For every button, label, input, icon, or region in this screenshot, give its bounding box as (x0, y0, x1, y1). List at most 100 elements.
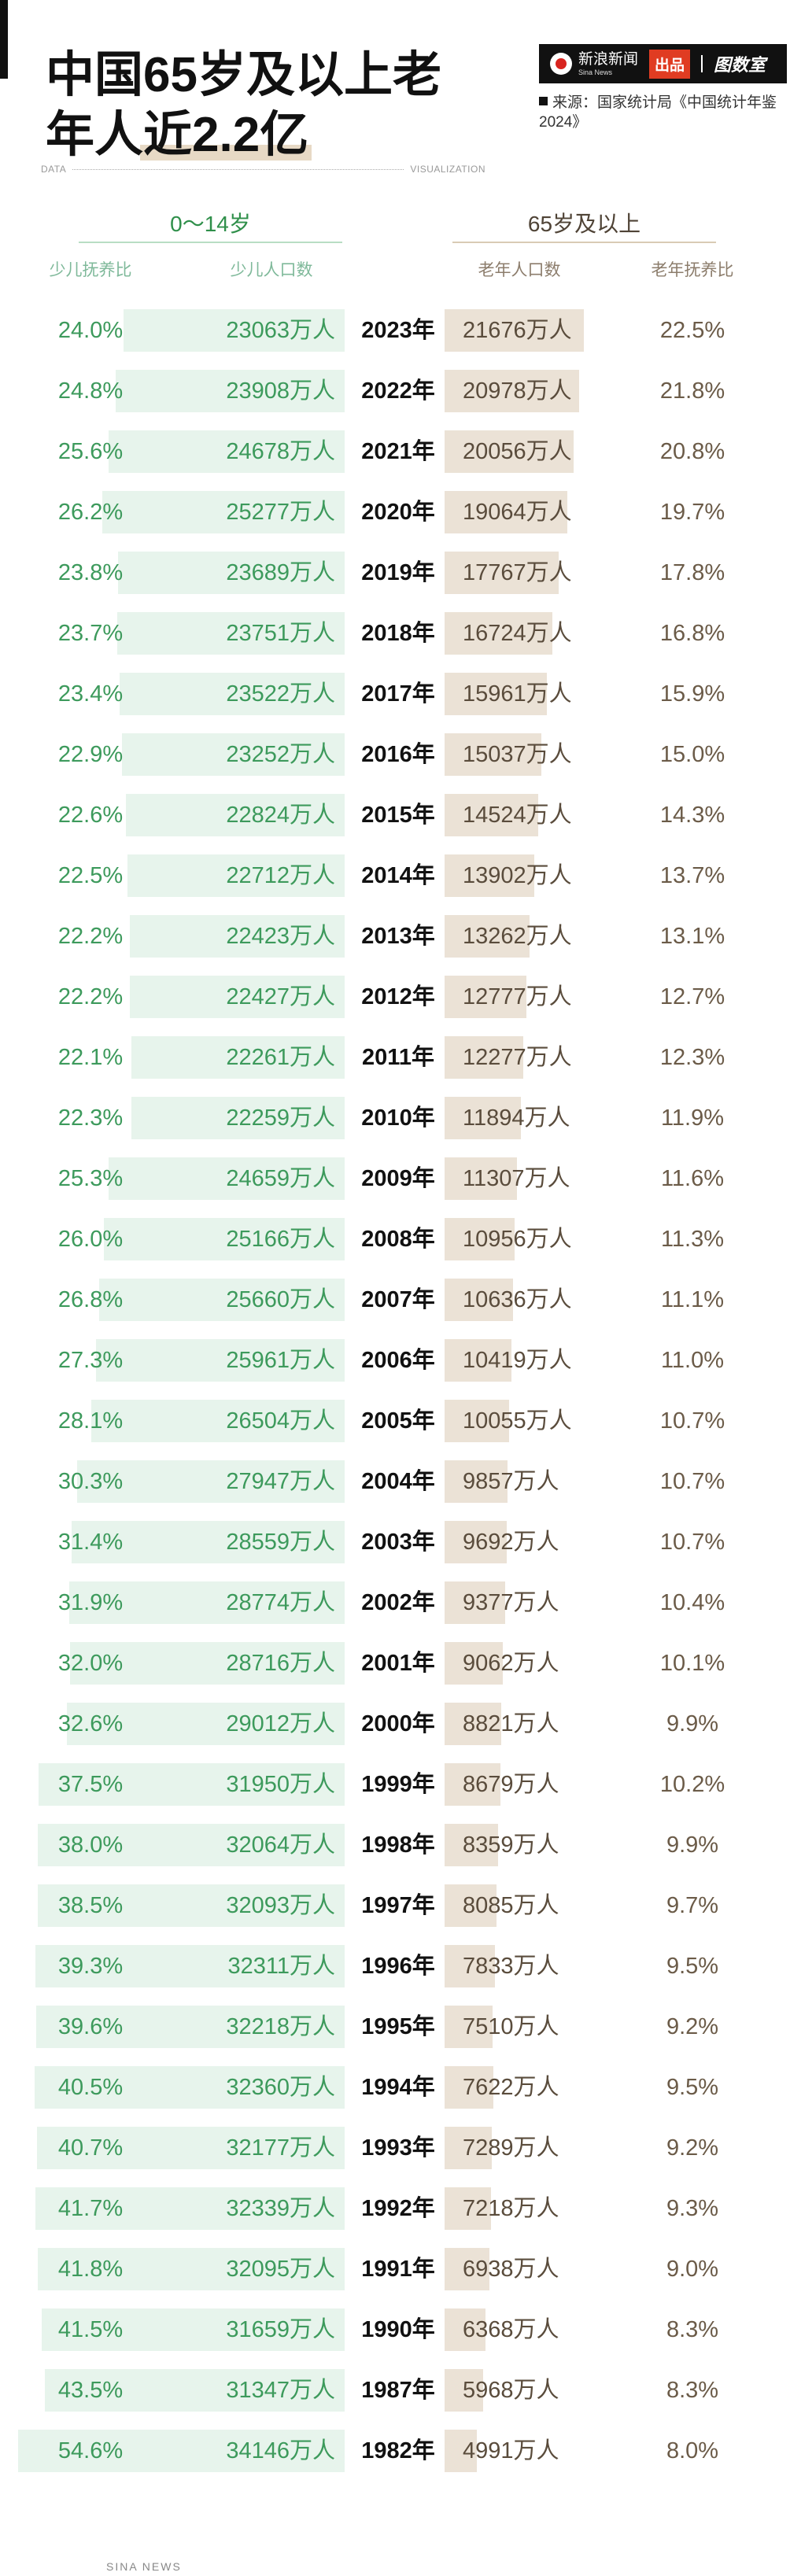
table-row: 23.4% 23522万人 2017年 15961万人 15.9% (0, 669, 790, 719)
old-pop-cell: 12777万人 (463, 984, 572, 1009)
year-cell: 1982年 (361, 2438, 435, 2463)
year-cell: 2019年 (361, 560, 435, 585)
young-pop-cell: 25277万人 (226, 500, 335, 525)
old-pop-bar (445, 1581, 505, 1624)
young-pop-bar (118, 552, 345, 594)
table-row: 25.6% 24678万人 2021年 20056万人 20.8% (0, 426, 790, 477)
young-ratio-cell: 22.1% (57, 1045, 124, 1070)
table-row: 39.3% 32311万人 1996年 7833万人 9.5% (0, 1941, 790, 1991)
young-ratio-cell: 25.6% (57, 439, 124, 464)
old-pop-bar (445, 976, 526, 1018)
old-pop-bar (445, 915, 530, 958)
table-row: 23.8% 23689万人 2019年 17767万人 17.8% (0, 548, 790, 598)
old-ratio-cell: 9.7% (666, 1893, 719, 1918)
old-ratio-cell: 9.9% (666, 1711, 719, 1736)
old-ratio-cell: 10.1% (659, 1651, 725, 1676)
old-pop-bar (445, 1279, 513, 1321)
old-ratio-cell: 9.2% (666, 2014, 719, 2039)
young-pop-bar (109, 430, 345, 473)
young-pop-cell: 34146万人 (226, 2438, 335, 2463)
year-cell: 2023年 (361, 318, 435, 343)
old-ratio-cell: 11.3% (660, 1227, 725, 1252)
young-pop-bar (37, 2127, 345, 2169)
table-row: 37.5% 31950万人 1999年 8679万人 10.2% (0, 1759, 790, 1810)
year-cell: 2016年 (361, 742, 435, 767)
old-pop-cell: 7289万人 (463, 2135, 559, 2161)
old-ratio-cell: 10.7% (659, 1408, 725, 1434)
young-pop-cell: 23908万人 (226, 378, 335, 404)
old-ratio-cell: 8.3% (666, 2317, 719, 2342)
old-ratio-cell: 16.8% (659, 621, 725, 646)
young-pop-cell: 26504万人 (226, 1408, 335, 1434)
year-cell: 2012年 (361, 984, 435, 1009)
old-pop-bar (445, 612, 552, 655)
young-pop-bar (96, 1339, 345, 1382)
old-pop-bar (445, 370, 579, 412)
young-pop-bar (131, 1036, 345, 1079)
table-row: 24.0% 23063万人 2023年 21676万人 22.5% (0, 305, 790, 356)
young-ratio-cell: 41.5% (57, 2317, 124, 2342)
table-row: 43.5% 31347万人 1987年 5968万人 8.3% (0, 2365, 790, 2415)
young-ratio-cell: 31.4% (57, 1530, 124, 1555)
young-ratio-cell: 41.7% (57, 2196, 124, 2221)
old-ratio-cell: 12.3% (659, 1045, 725, 1070)
year-cell: 2013年 (361, 924, 435, 949)
old-pop-cell: 7218万人 (463, 2196, 559, 2221)
young-ratio-cell: 22.5% (57, 863, 124, 888)
young-ratio-cell: 37.5% (57, 1772, 124, 1797)
old-pop-cell: 9062万人 (463, 1651, 559, 1676)
year-cell: 2010年 (361, 1105, 435, 1131)
young-ratio-cell: 31.9% (57, 1590, 124, 1615)
young-pop-cell: 32218万人 (226, 2014, 335, 2039)
source-text: 来源：国家统计局《中国统计年鉴2024》 (539, 94, 777, 131)
col-header-old-ratio: 老年抚养比 (651, 261, 734, 279)
young-pop-cell: 31950万人 (226, 1772, 335, 1797)
old-pop-bar (445, 1400, 509, 1442)
old-pop-cell: 7833万人 (463, 1954, 559, 1979)
footer-brand: SINA NEWS (106, 2560, 182, 2573)
old-pop-cell: 11307万人 (463, 1166, 570, 1191)
young-pop-bar (127, 854, 345, 897)
old-pop-cell: 13902万人 (463, 863, 572, 888)
year-cell: 2014年 (361, 863, 435, 888)
old-ratio-cell: 11.1% (660, 1287, 725, 1312)
old-pop-bar (445, 673, 547, 715)
old-pop-cell: 10055万人 (463, 1408, 572, 1434)
old-ratio-cell: 9.5% (666, 1954, 719, 1979)
old-pop-cell: 7510万人 (463, 2014, 559, 2039)
table-row: 31.9% 28774万人 2002年 9377万人 10.4% (0, 1578, 790, 1628)
table-row: 39.6% 32218万人 1995年 7510万人 9.2% (0, 2002, 790, 2052)
table-row: 41.5% 31659万人 1990年 6368万人 8.3% (0, 2305, 790, 2355)
old-pop-bar (445, 309, 584, 352)
young-ratio-cell: 40.5% (57, 2075, 124, 2100)
old-pop-cell: 9692万人 (463, 1530, 559, 1555)
old-pop-cell: 8821万人 (463, 1711, 559, 1736)
young-pop-cell: 23252万人 (226, 742, 335, 767)
old-ratio-cell: 10.7% (659, 1530, 725, 1555)
old-pop-bar (445, 1218, 515, 1260)
title-line-2-text: 年人 (46, 108, 144, 162)
old-ratio-cell: 9.9% (666, 1832, 719, 1858)
year-cell: 1991年 (361, 2257, 435, 2282)
old-ratio-cell: 17.8% (659, 560, 725, 585)
year-cell: 2018年 (361, 621, 435, 646)
old-pop-cell: 19064万人 (463, 500, 572, 525)
old-pop-bar (445, 794, 538, 836)
table-row: 26.8% 25660万人 2007年 10636万人 11.1% (0, 1275, 790, 1325)
old-pop-cell: 5968万人 (463, 2378, 559, 2403)
table-row: 54.6% 34146万人 1982年 4991万人 8.0% (0, 2426, 790, 2476)
young-pop-bar (70, 1642, 345, 1685)
old-pop-bar (445, 1763, 500, 1806)
young-group-header: 0～14岁 (170, 212, 251, 236)
young-pop-cell: 23751万人 (226, 621, 335, 646)
young-pop-cell: 32093万人 (226, 1893, 335, 1918)
title-line-2: 年人近2.2亿 (46, 105, 441, 165)
young-ratio-cell: 38.5% (57, 1893, 124, 1918)
old-ratio-cell: 11.6% (660, 1166, 725, 1191)
year-cell: 1996年 (361, 1954, 435, 1979)
old-pop-bar (445, 491, 567, 533)
old-pop-bar (445, 1339, 511, 1382)
young-pop-cell: 23522万人 (226, 681, 335, 707)
young-pop-cell: 31659万人 (226, 2317, 335, 2342)
young-ratio-cell: 23.7% (57, 621, 124, 646)
